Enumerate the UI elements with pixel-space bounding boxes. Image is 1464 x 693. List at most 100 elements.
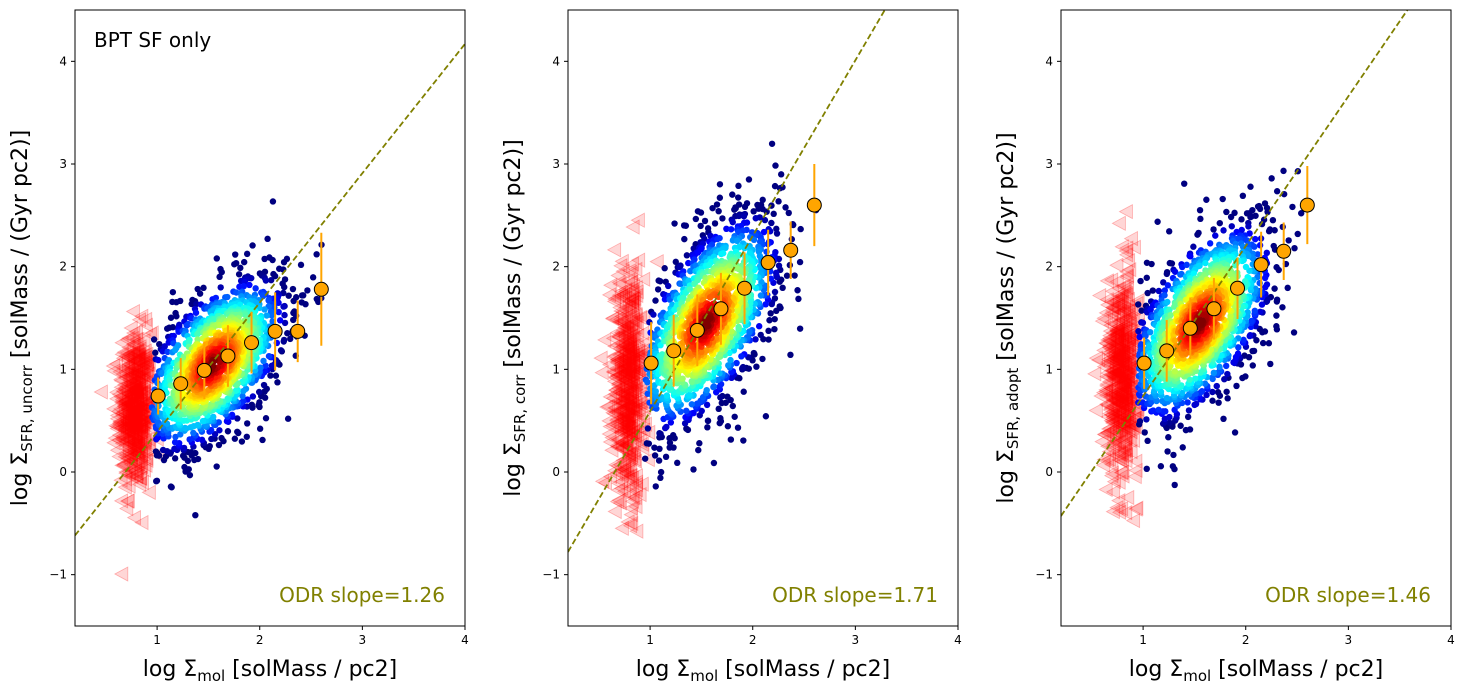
upper-limit-marker <box>115 383 130 399</box>
data-point <box>652 483 659 490</box>
data-point <box>683 425 690 432</box>
upper-limit-marker <box>608 457 623 473</box>
plot-area <box>75 43 465 582</box>
upper-limit-marker <box>605 363 621 379</box>
upper-limit-marker <box>131 373 146 389</box>
upper-limit-marker <box>127 394 142 410</box>
data-point <box>656 429 663 437</box>
data-point <box>1223 388 1230 395</box>
upper-limit-marker <box>612 276 627 292</box>
upper-limit-marker <box>128 396 143 412</box>
upper-limit-marker <box>131 347 146 363</box>
data-point <box>1210 226 1217 233</box>
upper-limit-marker <box>625 278 641 295</box>
upper-limit-marker <box>115 360 130 376</box>
data-point <box>177 431 184 438</box>
upper-limit-marker <box>597 332 612 348</box>
upper-limit-marker <box>614 434 629 450</box>
data-point <box>750 208 757 215</box>
data-point <box>240 387 247 395</box>
upper-limit-marker <box>627 407 643 424</box>
upper-limit-marker <box>623 429 638 446</box>
data-point <box>1136 418 1144 425</box>
data-point <box>768 219 775 227</box>
data-point <box>1294 230 1301 238</box>
upper-limit-marker <box>618 373 633 389</box>
data-point <box>267 276 275 284</box>
upper-limit-marker <box>620 324 635 341</box>
upper-limit-marker <box>611 328 626 345</box>
upper-limit-marker <box>618 299 633 315</box>
upper-limit-marker <box>128 365 143 381</box>
upper-limit-marker <box>624 343 639 359</box>
upper-limit-marker <box>627 314 642 330</box>
data-point <box>654 286 662 293</box>
upper-limit-marker <box>123 383 138 400</box>
data-point <box>755 323 763 330</box>
upper-limit-marker <box>135 415 150 431</box>
data-point <box>1168 260 1176 267</box>
upper-limit-marker <box>623 409 639 425</box>
upper-limit-marker <box>117 420 132 437</box>
upper-limit-marker <box>620 423 635 439</box>
upper-limit-marker <box>616 361 631 378</box>
upper-limit-marker <box>129 386 144 402</box>
upper-limit-marker <box>621 423 636 439</box>
upper-limit-marker <box>116 414 131 430</box>
upper-limit-marker <box>619 332 635 348</box>
upper-limit-marker <box>128 428 143 445</box>
upper-limit-marker <box>621 419 636 436</box>
upper-limit-marker <box>128 380 143 397</box>
upper-limit-marker <box>620 363 635 380</box>
upper-limit-marker <box>128 331 143 348</box>
upper-limit-marker <box>121 465 136 482</box>
data-point <box>1171 481 1178 489</box>
x-axis-label: log Σmol [solMass / pc2] <box>143 657 397 685</box>
binned-median-point <box>196 362 212 378</box>
x-tick-label: 3 <box>359 633 367 647</box>
data-point <box>760 228 768 236</box>
upper-limit-marker <box>614 325 629 341</box>
upper-limit-marker <box>616 313 631 329</box>
upper-limit-marker <box>614 336 629 352</box>
data-point <box>276 265 283 272</box>
upper-limit-marker <box>628 394 643 411</box>
upper-limit-marker <box>127 437 142 454</box>
upper-limit-marker <box>610 482 626 498</box>
upper-limit-marker <box>620 370 636 386</box>
data-point <box>1184 413 1192 421</box>
upper-limit-marker <box>122 387 137 404</box>
upper-limit-marker <box>117 380 133 396</box>
upper-limit-marker <box>624 332 640 348</box>
upper-limit-marker <box>609 351 625 368</box>
upper-limit-marker <box>620 349 636 365</box>
upper-limit-marker <box>106 435 121 451</box>
upper-limit-marker <box>119 393 134 409</box>
upper-limit-marker <box>609 415 624 431</box>
upper-limit-marker <box>610 376 625 392</box>
data-point <box>695 446 702 454</box>
upper-limit-marker <box>622 383 637 399</box>
data-point <box>773 230 781 237</box>
upper-limit-marker <box>111 403 126 420</box>
data-point <box>771 315 778 323</box>
upper-limit-marker <box>120 431 135 448</box>
axes-frame <box>74 9 466 627</box>
data-point <box>1291 244 1298 252</box>
data-point <box>785 209 792 217</box>
upper-limit-marker <box>614 304 630 320</box>
data-point <box>662 453 670 461</box>
upper-limit-marker <box>604 442 619 458</box>
data-point <box>657 278 664 285</box>
upper-limit-marker <box>621 288 637 304</box>
upper-limit-marker <box>622 480 637 497</box>
upper-limit-marker <box>120 399 135 416</box>
upper-limit-marker <box>625 366 640 382</box>
upper-limit-marker <box>130 343 145 359</box>
upper-limit-marker <box>109 420 124 437</box>
upper-limit-marker <box>621 409 636 425</box>
upper-limit-marker <box>118 396 133 412</box>
upper-limit-marker <box>123 468 138 485</box>
upper-limit-marker <box>120 406 135 422</box>
upper-limit-marker <box>120 424 135 440</box>
